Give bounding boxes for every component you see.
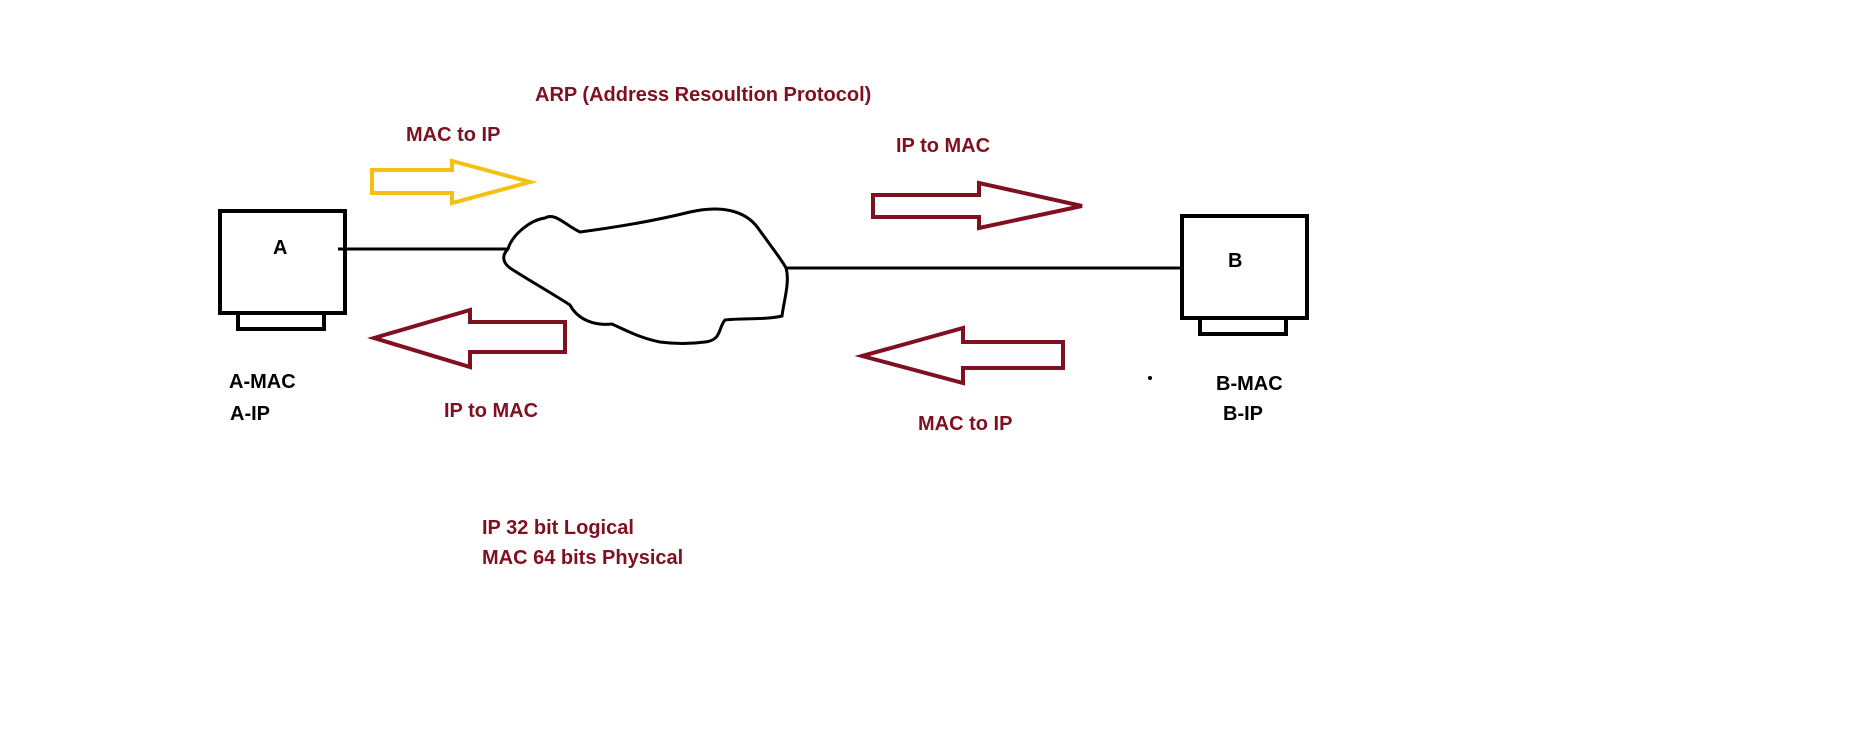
arrow-bottom-right-label: MAC to IP xyxy=(918,413,1012,435)
stray-dot xyxy=(1148,376,1152,380)
node-a-ip-label: A-IP xyxy=(230,403,270,425)
arrow-top-left-label: MAC to IP xyxy=(406,124,500,146)
arrow-left-red-icon xyxy=(366,307,567,370)
diagram-title: ARP (Address Resoultion Protocol) xyxy=(535,84,871,106)
computer-a-icon xyxy=(218,209,347,331)
note-ip-line: IP 32 bit Logical xyxy=(482,517,634,539)
network-cloud-icon xyxy=(502,207,789,345)
arrow-right-yellow-icon xyxy=(370,158,538,206)
arrow-right-red-icon xyxy=(871,180,1083,231)
node-a-label: A xyxy=(273,237,287,259)
arrow-bottom-left-label: IP to MAC xyxy=(444,400,538,422)
node-b-mac-label: B-MAC xyxy=(1216,373,1283,395)
node-b-ip-label: B-IP xyxy=(1223,403,1263,425)
arrow-left-red-icon-2 xyxy=(854,325,1065,386)
node-a-mac-label: A-MAC xyxy=(229,371,296,393)
arrow-top-right-label: IP to MAC xyxy=(896,135,990,157)
node-b-label: B xyxy=(1228,250,1242,272)
note-mac-line: MAC 64 bits Physical xyxy=(482,547,683,569)
computer-b-icon xyxy=(1180,214,1309,336)
